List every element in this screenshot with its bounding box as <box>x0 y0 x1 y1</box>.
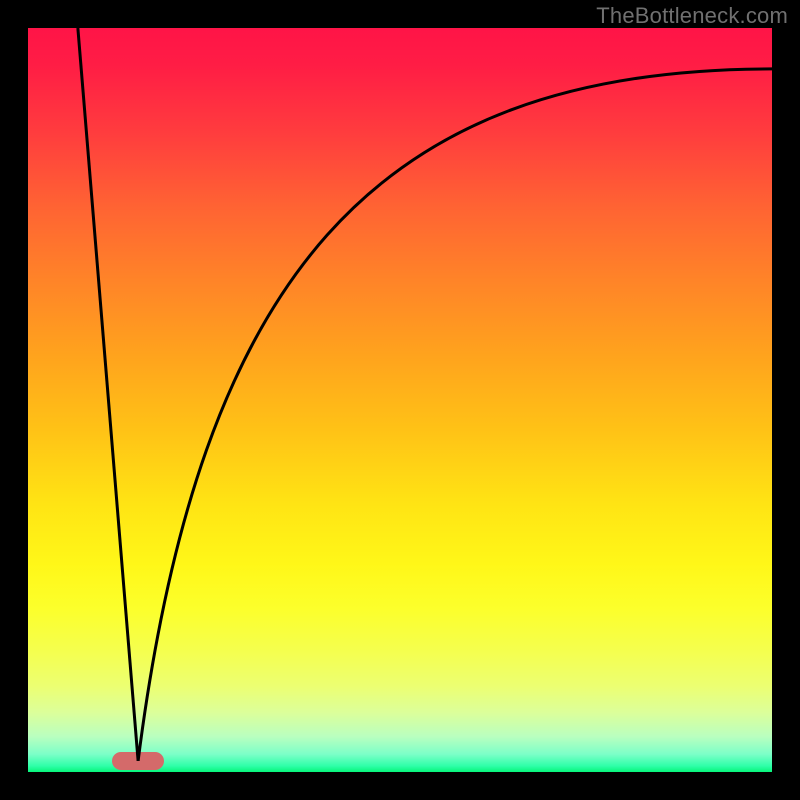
bottleneck-marker <box>112 752 164 770</box>
plot-area <box>28 28 772 772</box>
gradient-background <box>28 28 772 772</box>
canvas: TheBottleneck.com <box>0 0 800 800</box>
watermark-text: TheBottleneck.com <box>596 3 788 29</box>
